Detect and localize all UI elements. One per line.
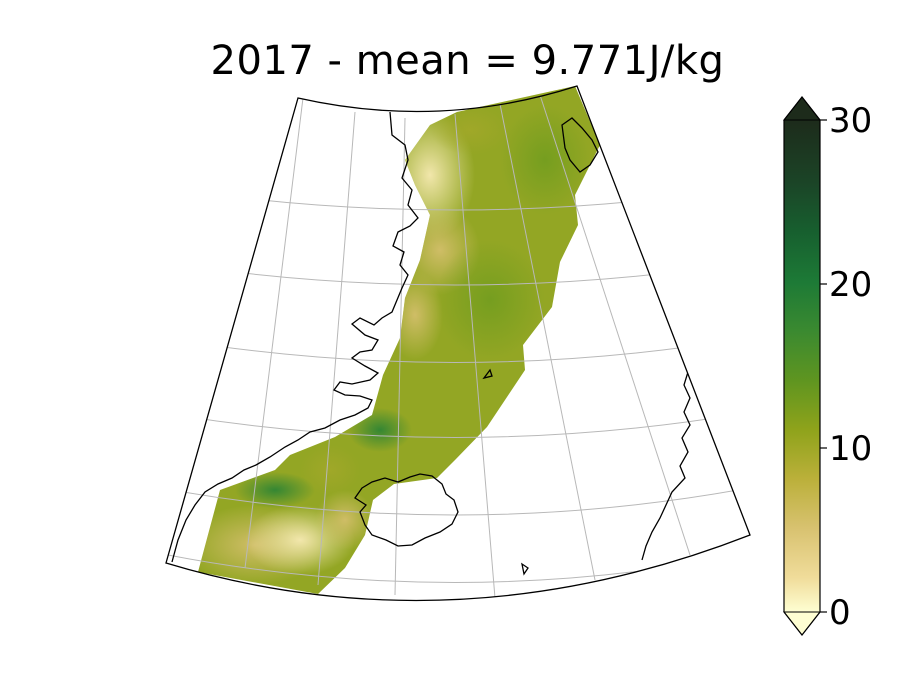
iceland-coast bbox=[354, 473, 459, 547]
colorbar-extend-min bbox=[782, 611, 822, 636]
map-title: 2017 - mean = 9.771J/kg bbox=[210, 38, 725, 84]
colorbar-extend-max bbox=[782, 96, 822, 121]
colorbar: 0 10 20 30 bbox=[782, 96, 872, 636]
greenland-coast bbox=[171, 111, 419, 563]
colorbar-tick-label: 20 bbox=[829, 265, 872, 305]
svalbard-coast bbox=[561, 117, 599, 173]
norway-coast bbox=[641, 371, 691, 561]
meridian-line bbox=[394, 117, 406, 596]
parallel-line bbox=[166, 404, 750, 438]
colorbar-gradient bbox=[784, 120, 820, 612]
colorbar-tick-label: 0 bbox=[829, 593, 851, 633]
jan-mayen-coast bbox=[482, 368, 493, 380]
meridian-line bbox=[317, 111, 356, 586]
faroe-coast bbox=[521, 562, 529, 576]
map-boundary bbox=[165, 85, 751, 602]
meridian-line bbox=[454, 113, 496, 599]
colorbar-tick-label: 10 bbox=[829, 429, 872, 469]
colorbar-ticks: 0 10 20 30 bbox=[820, 101, 872, 633]
meridian-line bbox=[539, 94, 691, 556]
coastlines bbox=[171, 111, 691, 576]
meridian-line bbox=[499, 103, 596, 581]
meridian-line bbox=[244, 97, 304, 569]
parallel-line bbox=[166, 479, 750, 516]
colorbar-tick-label: 30 bbox=[829, 101, 872, 141]
